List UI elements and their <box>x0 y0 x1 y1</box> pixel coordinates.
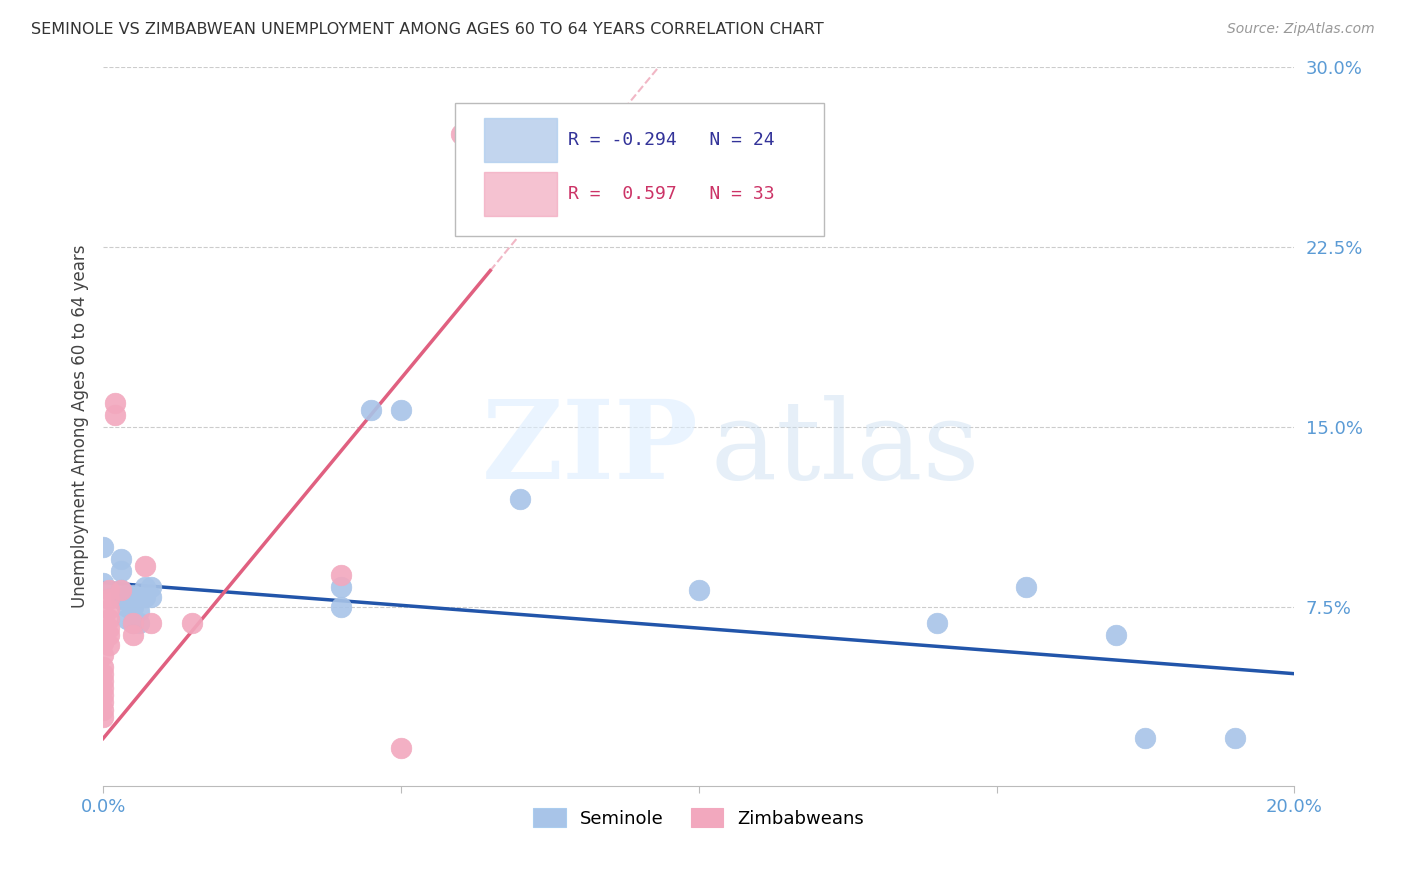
Point <box>110 582 132 597</box>
Point <box>110 592 132 607</box>
Point <box>1223 731 1246 746</box>
Point <box>128 604 150 618</box>
Point <box>104 408 127 422</box>
Point <box>1135 731 1157 746</box>
Point <box>122 616 145 631</box>
Point <box>360 402 382 417</box>
Point <box>1105 628 1128 642</box>
FancyBboxPatch shape <box>454 103 824 235</box>
Point <box>98 592 121 607</box>
Point <box>104 395 127 409</box>
Point <box>115 599 138 614</box>
Point <box>115 611 138 625</box>
Point <box>110 551 132 566</box>
Point <box>91 540 114 554</box>
Point <box>122 587 145 601</box>
Point <box>330 599 353 614</box>
Text: SEMINOLE VS ZIMBABWEAN UNEMPLOYMENT AMONG AGES 60 TO 64 YEARS CORRELATION CHART: SEMINOLE VS ZIMBABWEAN UNEMPLOYMENT AMON… <box>31 22 824 37</box>
Point <box>139 580 162 594</box>
Point <box>122 599 145 614</box>
Text: R =  0.597   N = 33: R = 0.597 N = 33 <box>568 186 775 203</box>
Point <box>139 590 162 604</box>
Point <box>91 681 114 695</box>
Point <box>110 582 132 597</box>
FancyBboxPatch shape <box>484 119 557 162</box>
Point <box>98 602 121 616</box>
Point <box>91 659 114 673</box>
Text: atlas: atlas <box>710 394 980 501</box>
Point <box>91 624 114 638</box>
Point <box>98 628 121 642</box>
Point <box>98 582 121 597</box>
Point <box>91 710 114 724</box>
Point <box>91 703 114 717</box>
Point <box>688 582 710 597</box>
Point <box>110 564 132 578</box>
Point <box>330 580 353 594</box>
Point <box>122 616 145 631</box>
Point <box>91 635 114 649</box>
Point <box>330 568 353 582</box>
Point <box>925 616 948 631</box>
Point <box>128 616 150 631</box>
Text: ZIP: ZIP <box>482 394 699 501</box>
Point <box>91 648 114 662</box>
Point <box>134 580 156 594</box>
Point <box>134 590 156 604</box>
Point <box>509 491 531 506</box>
Point <box>98 621 121 635</box>
Point <box>91 666 114 681</box>
Legend: Seminole, Zimbabweans: Seminole, Zimbabweans <box>526 801 872 835</box>
Point <box>91 696 114 710</box>
Text: Source: ZipAtlas.com: Source: ZipAtlas.com <box>1227 22 1375 37</box>
FancyBboxPatch shape <box>484 172 557 217</box>
Point <box>389 402 412 417</box>
Point <box>134 558 156 573</box>
Point <box>389 741 412 756</box>
Text: R = -0.294   N = 24: R = -0.294 N = 24 <box>568 131 775 149</box>
Point <box>98 611 121 625</box>
Point <box>91 575 114 590</box>
Point <box>1015 580 1038 594</box>
Point <box>122 628 145 642</box>
Point <box>139 616 162 631</box>
Point <box>91 673 114 688</box>
Point <box>98 638 121 652</box>
Y-axis label: Unemployment Among Ages 60 to 64 years: Unemployment Among Ages 60 to 64 years <box>72 244 89 608</box>
Point <box>115 587 138 601</box>
Point <box>181 616 204 631</box>
Point <box>91 688 114 702</box>
Point <box>450 127 472 141</box>
